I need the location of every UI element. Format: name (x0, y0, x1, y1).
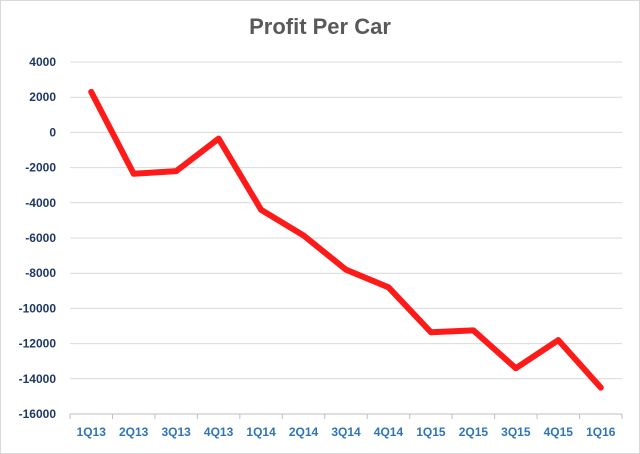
chart-title: Profit Per Car (249, 14, 391, 39)
data-point (131, 171, 137, 177)
data-point (428, 329, 434, 335)
y-tick-label: 0 (49, 125, 56, 139)
x-tick-label: 2Q14 (289, 425, 319, 439)
y-tick-label: 2000 (29, 90, 56, 104)
gridlines (70, 61, 622, 415)
x-tick-label: 1Q14 (246, 425, 276, 439)
y-tick-label: -12000 (19, 337, 57, 351)
y-tick-label: 4000 (29, 55, 56, 69)
data-point (598, 385, 604, 391)
x-tick-label: 3Q14 (331, 425, 361, 439)
y-tick-label: -16000 (19, 407, 57, 421)
x-tick-label: 1Q16 (586, 425, 616, 439)
y-tick-label: -14000 (19, 372, 57, 386)
data-point (513, 365, 519, 371)
x-axis: 1Q13 2Q13 3Q13 4Q13 1Q14 2Q14 3Q14 4Q14 1Q15 2Q15… (69, 414, 623, 439)
data-point (173, 168, 179, 174)
data-point (555, 337, 561, 343)
x-tick-label: 4Q13 (204, 425, 234, 439)
data-point (343, 267, 349, 273)
x-tick-label: 1Q13 (77, 425, 107, 439)
y-axis: 4000 2000 0 -2000 -4000 -6000 -8000 -10000 -1200… (19, 55, 57, 421)
x-tick-label: 2Q15 (459, 425, 489, 439)
series-group (88, 88, 604, 391)
data-point (88, 89, 94, 95)
data-point (216, 136, 222, 142)
x-tick-label: 2Q13 (119, 425, 149, 439)
x-tick-label: 1Q15 (416, 425, 446, 439)
y-tick-label: -10000 (19, 301, 57, 315)
x-tick-label: 4Q15 (544, 425, 574, 439)
x-tick-label: 4Q14 (374, 425, 404, 439)
y-tick-label: -2000 (25, 161, 56, 175)
y-tick-label: -8000 (25, 266, 56, 280)
x-tick-label: 3Q15 (501, 425, 531, 439)
x-tick-label: 3Q13 (161, 425, 191, 439)
data-point (385, 284, 391, 290)
data-point (258, 207, 264, 213)
data-point (301, 232, 307, 238)
y-tick-label: -4000 (25, 196, 56, 210)
data-point (470, 327, 476, 333)
y-tick-label: -6000 (25, 231, 56, 245)
